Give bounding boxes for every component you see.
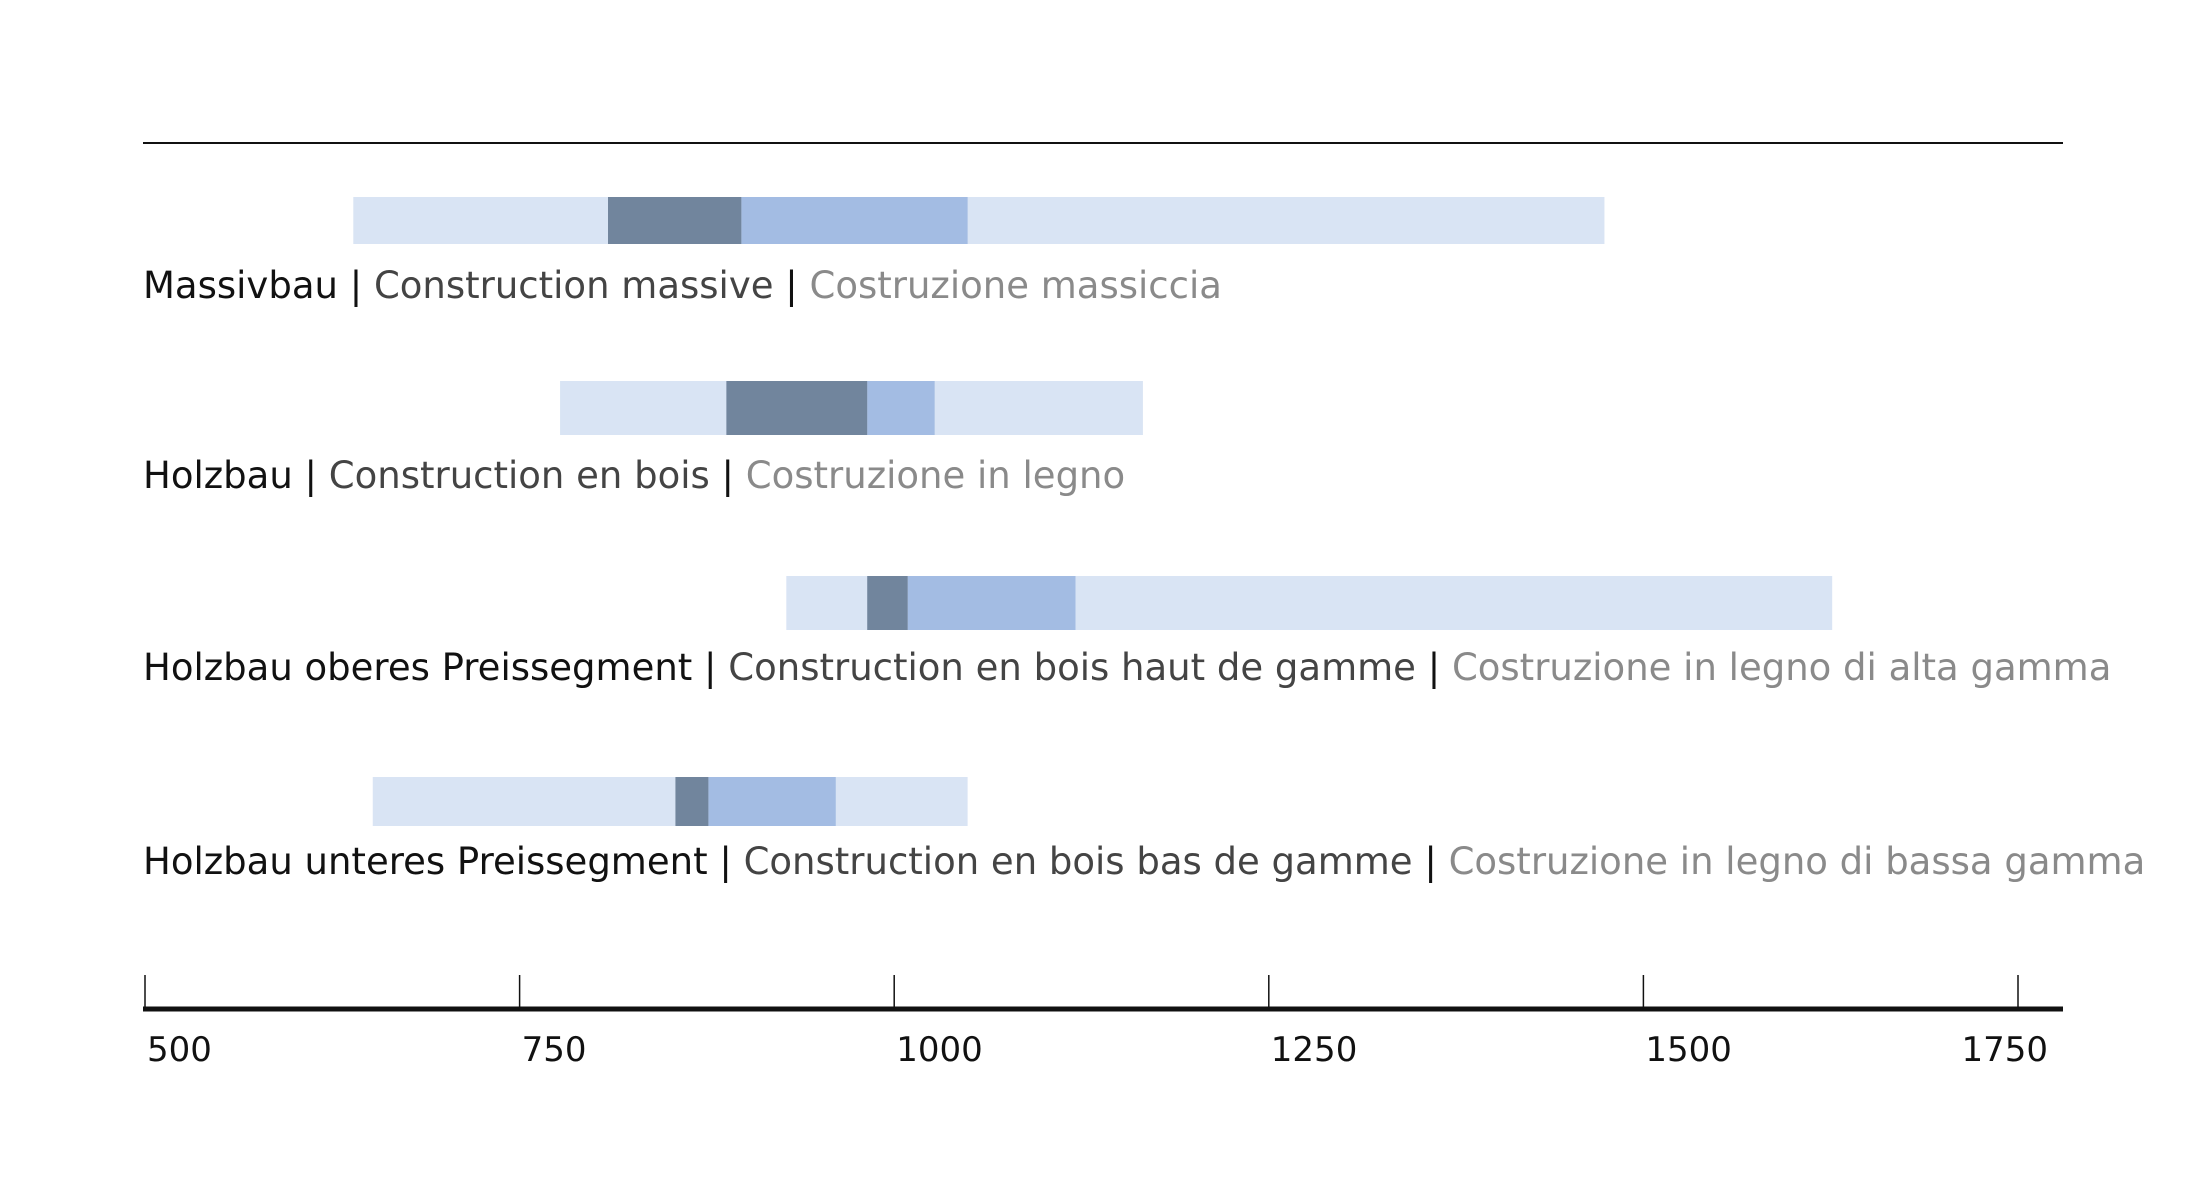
x-tick-label: 1750 <box>1961 1030 2048 1070</box>
row-label-it: Costruzione in legno <box>746 454 1125 497</box>
x-tick-label: 500 <box>147 1030 212 1070</box>
row-label-separator: | <box>1413 840 1449 883</box>
row-label-de: Holzbau unteres Preissegment <box>143 840 708 883</box>
row-label: Holzbau | Construction en bois | Costruz… <box>143 454 1125 497</box>
upper-middle-range-bar <box>867 381 935 435</box>
x-tick-label: 1250 <box>1271 1030 1358 1070</box>
row-label: Massivbau | Construction massive | Costr… <box>143 264 1222 307</box>
row-label-fr: Construction massive <box>374 264 774 307</box>
lower-middle-range-bar <box>675 777 709 826</box>
row-label-separator: | <box>708 840 744 883</box>
row-label-separator: | <box>710 454 746 497</box>
lower-middle-range-bar <box>608 197 742 244</box>
row-label: Holzbau unteres Preissegment | Construct… <box>143 840 2145 883</box>
row-label-de: Holzbau <box>143 454 293 497</box>
row-label-de: Holzbau oberes Preissegment <box>143 646 692 689</box>
lower-middle-range-bar <box>726 381 868 435</box>
lower-middle-range-bar <box>867 576 908 630</box>
chart-row: Holzbau oberes Preissegment | Constructi… <box>143 576 2111 689</box>
row-label-de: Massivbau <box>143 264 338 307</box>
row-label-fr: Construction en bois <box>329 454 710 497</box>
x-axis: 500 750 1000 1250 1500 1750 <box>143 975 2063 1070</box>
row-label: Holzbau oberes Preissegment | Constructi… <box>143 646 2111 689</box>
row-label-it: Costruzione in legno di alta gamma <box>1452 646 2111 689</box>
x-tick-label: 1500 <box>1645 1030 1732 1070</box>
upper-middle-range-bar <box>708 777 836 826</box>
x-tick-label: 1000 <box>896 1030 983 1070</box>
chart-rows: Massivbau | Construction massive | Costr… <box>143 197 2145 883</box>
row-label-separator: | <box>774 264 810 307</box>
x-tick-label: 750 <box>522 1030 587 1070</box>
outer-range-bar <box>372 777 968 826</box>
row-label-it: Costruzione in legno di bassa gamma <box>1449 840 2146 883</box>
row-label-separator: | <box>692 646 728 689</box>
chart-row: Massivbau | Construction massive | Costr… <box>143 197 1605 307</box>
upper-middle-range-bar <box>741 197 968 244</box>
row-label-fr: Construction en bois haut de gamme <box>728 646 1416 689</box>
row-label-separator: | <box>338 264 374 307</box>
row-label-it: Costruzione massiccia <box>810 264 1222 307</box>
chart-row: Holzbau unteres Preissegment | Construct… <box>143 777 2145 883</box>
row-label-fr: Construction en bois bas de gamme <box>744 840 1413 883</box>
row-label-separator: | <box>293 454 329 497</box>
outer-range-bar <box>353 197 1605 244</box>
chart-row: Holzbau | Construction en bois | Costruz… <box>143 381 1143 497</box>
row-label-separator: | <box>1416 646 1452 689</box>
upper-middle-range-bar <box>907 576 1076 630</box>
